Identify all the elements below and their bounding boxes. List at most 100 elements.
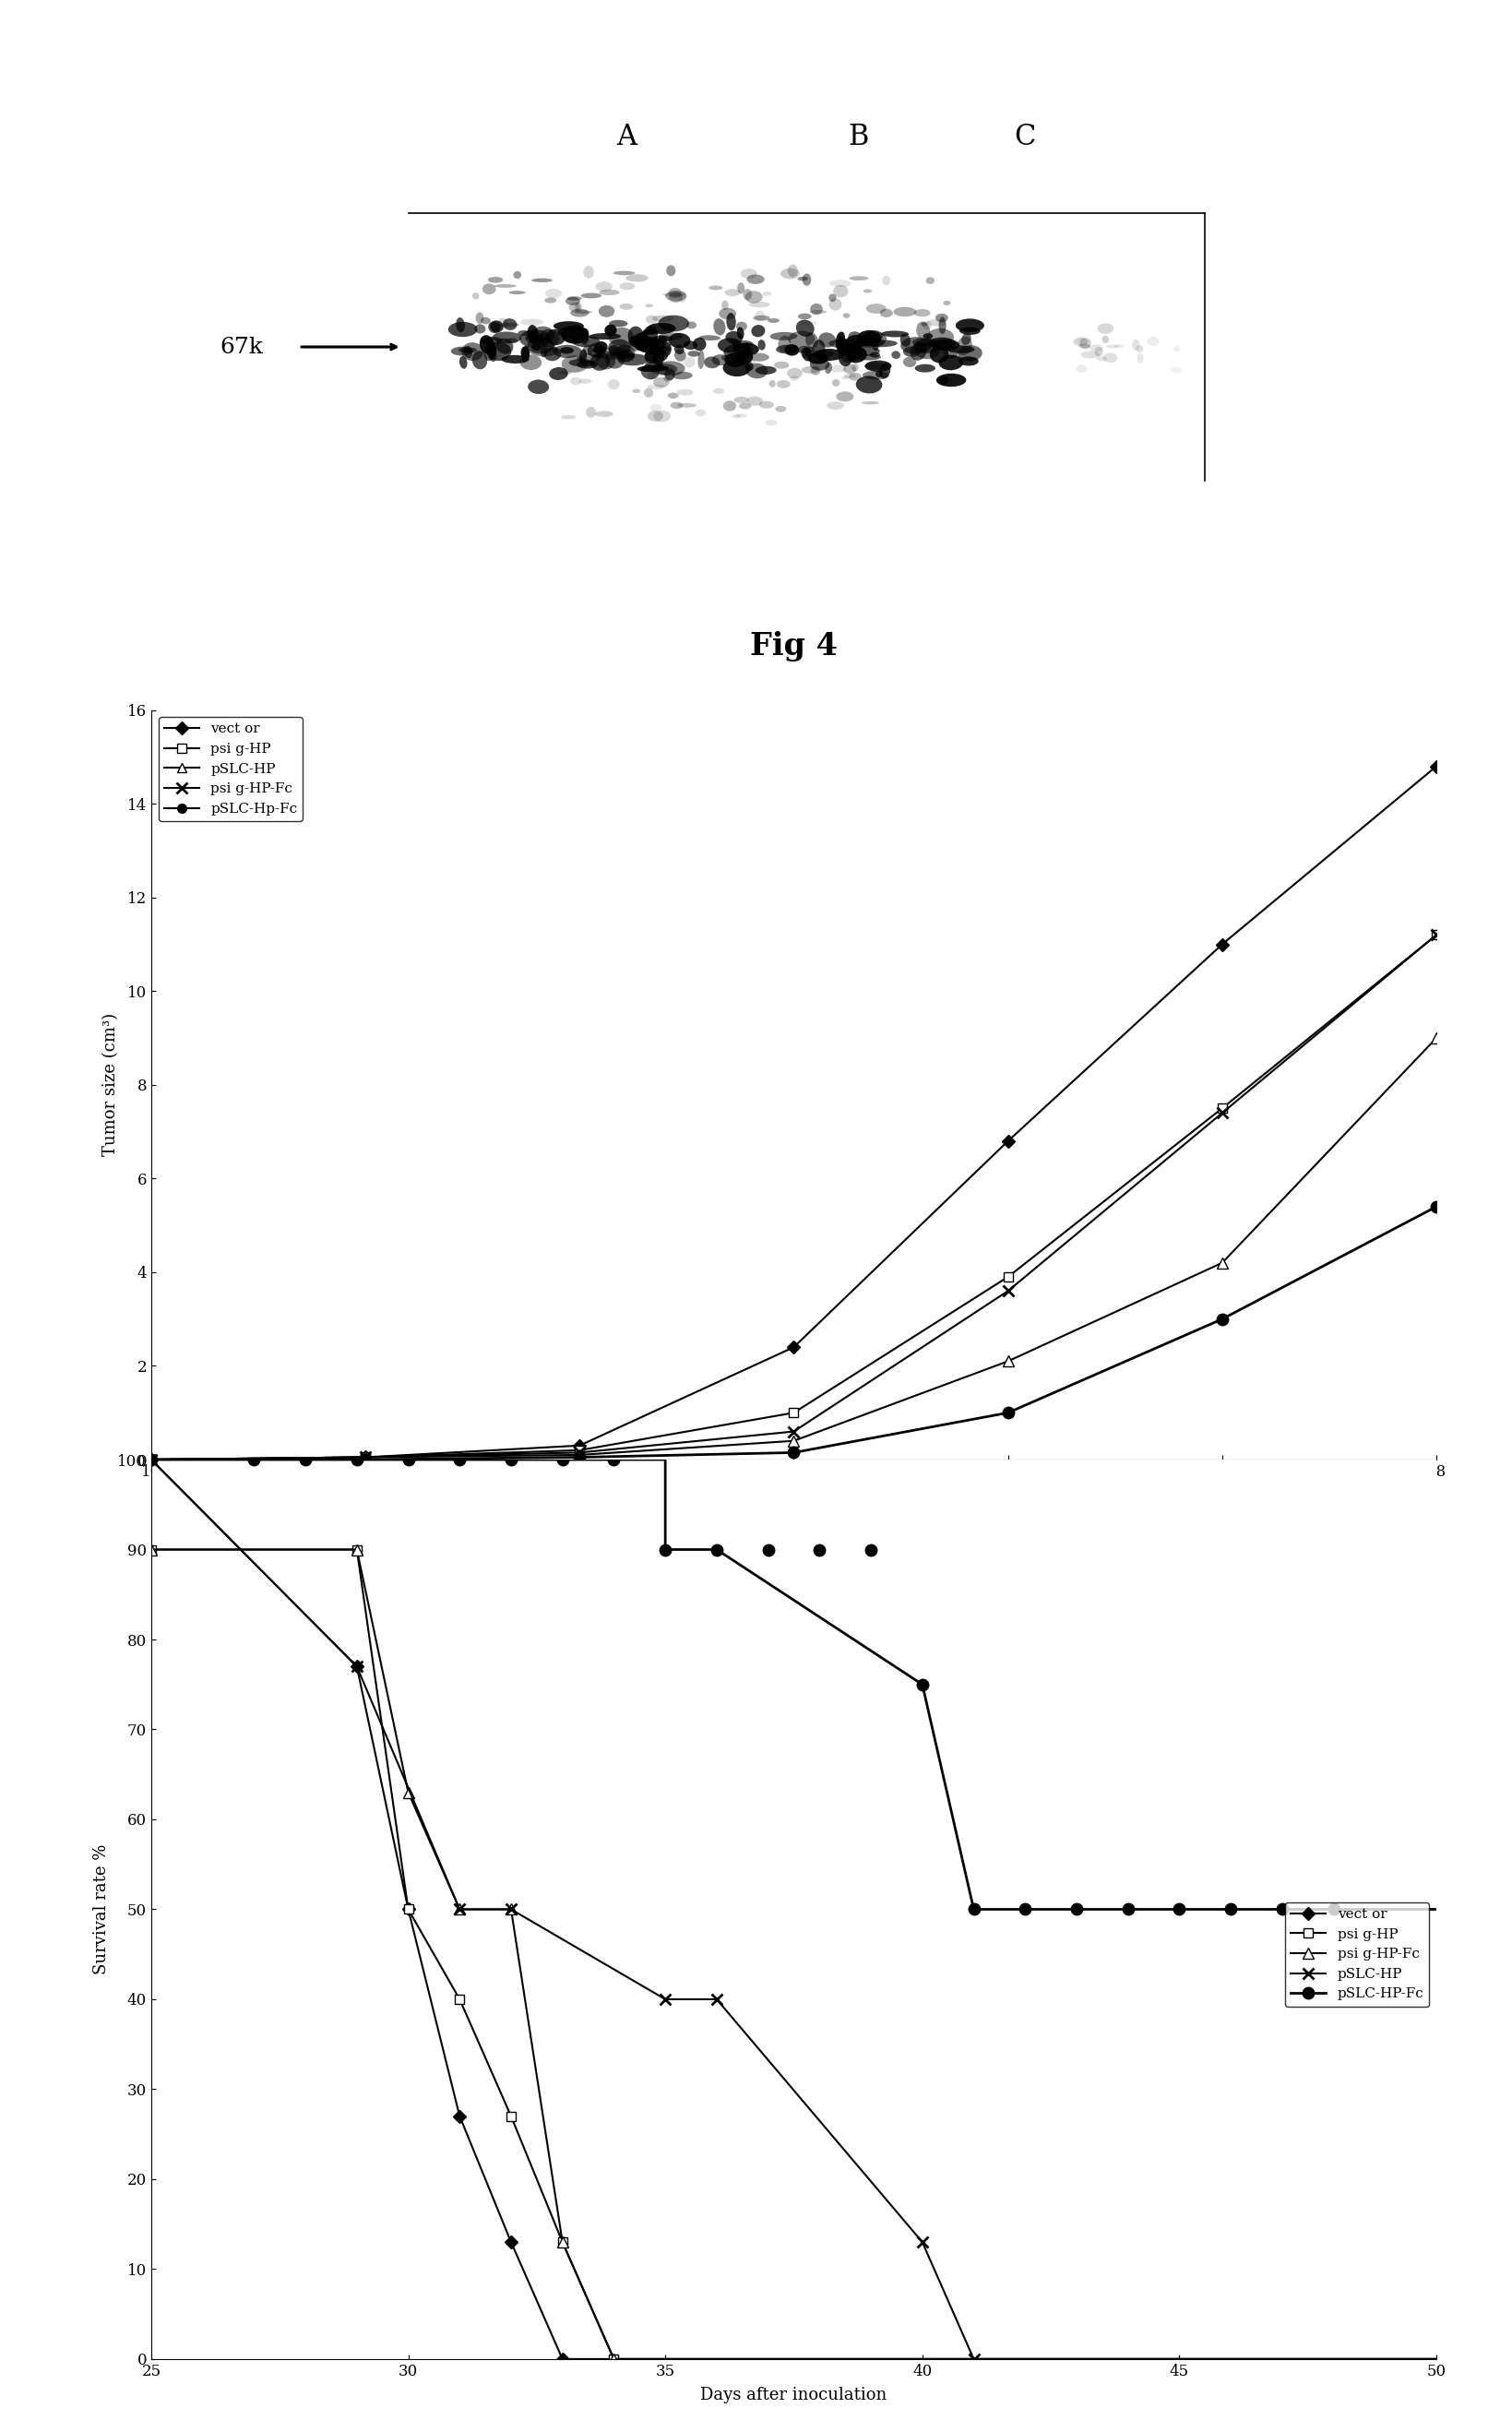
psi g-HP (357, 1442, 375, 1471)
Ellipse shape (733, 343, 759, 355)
Ellipse shape (758, 340, 765, 350)
vect or (142, 1445, 160, 1474)
Ellipse shape (735, 413, 747, 418)
Ellipse shape (544, 297, 556, 304)
Line: psi g-HP: psi g-HP (147, 931, 1441, 1464)
Ellipse shape (653, 411, 671, 421)
Ellipse shape (910, 343, 927, 360)
Ellipse shape (1098, 323, 1114, 333)
Ellipse shape (667, 265, 676, 277)
Ellipse shape (632, 389, 641, 394)
Ellipse shape (513, 270, 522, 280)
Ellipse shape (806, 333, 818, 348)
Ellipse shape (590, 333, 621, 340)
Ellipse shape (869, 353, 880, 358)
Ellipse shape (635, 338, 665, 353)
Ellipse shape (936, 314, 948, 321)
Ellipse shape (605, 350, 624, 370)
Ellipse shape (742, 289, 751, 299)
Ellipse shape (647, 384, 665, 389)
Ellipse shape (798, 277, 807, 282)
Ellipse shape (646, 316, 658, 323)
pSLC-HP (570, 1440, 588, 1469)
Ellipse shape (615, 345, 635, 360)
Ellipse shape (617, 345, 649, 350)
Ellipse shape (844, 314, 850, 319)
Ellipse shape (599, 289, 620, 294)
Ellipse shape (931, 338, 960, 350)
Ellipse shape (925, 277, 934, 285)
Ellipse shape (875, 370, 883, 377)
Ellipse shape (829, 338, 859, 348)
Text: A: A (617, 122, 637, 151)
Ellipse shape (1136, 345, 1143, 353)
Ellipse shape (484, 343, 497, 360)
Ellipse shape (569, 360, 596, 367)
Ellipse shape (797, 345, 813, 353)
psi g-HP-Fc (999, 1277, 1018, 1306)
Ellipse shape (457, 319, 464, 333)
Ellipse shape (546, 328, 565, 345)
Ellipse shape (1102, 353, 1117, 362)
Ellipse shape (916, 321, 930, 340)
Ellipse shape (658, 333, 683, 340)
Ellipse shape (751, 326, 765, 338)
Ellipse shape (851, 362, 859, 372)
Ellipse shape (609, 353, 635, 360)
Ellipse shape (634, 333, 649, 350)
Ellipse shape (865, 360, 892, 372)
Ellipse shape (503, 319, 517, 331)
Ellipse shape (670, 401, 683, 409)
Ellipse shape (718, 309, 736, 319)
Ellipse shape (674, 350, 686, 362)
Ellipse shape (705, 358, 720, 367)
Ellipse shape (844, 375, 856, 377)
Ellipse shape (915, 338, 940, 353)
Ellipse shape (845, 336, 869, 348)
Ellipse shape (863, 289, 872, 292)
Ellipse shape (451, 345, 473, 355)
Ellipse shape (709, 285, 723, 289)
Ellipse shape (912, 338, 936, 348)
Ellipse shape (892, 350, 901, 360)
Ellipse shape (788, 331, 815, 348)
Ellipse shape (957, 345, 983, 362)
Ellipse shape (745, 362, 768, 379)
Ellipse shape (753, 316, 770, 321)
Ellipse shape (862, 372, 889, 379)
Ellipse shape (847, 343, 862, 360)
Ellipse shape (529, 345, 558, 358)
Ellipse shape (903, 345, 921, 358)
Ellipse shape (531, 326, 555, 345)
Ellipse shape (865, 340, 898, 348)
pSLC-HP (1213, 1248, 1231, 1277)
Ellipse shape (739, 404, 751, 409)
Ellipse shape (481, 336, 502, 345)
Ellipse shape (827, 401, 844, 409)
Ellipse shape (788, 265, 798, 277)
Ellipse shape (774, 362, 789, 370)
Ellipse shape (915, 343, 939, 360)
Ellipse shape (652, 336, 673, 343)
Ellipse shape (531, 277, 552, 282)
Ellipse shape (643, 326, 658, 343)
Ellipse shape (541, 345, 547, 358)
Ellipse shape (745, 292, 762, 304)
Ellipse shape (538, 328, 559, 348)
Ellipse shape (959, 328, 980, 336)
Ellipse shape (565, 297, 581, 306)
Ellipse shape (497, 319, 508, 328)
Ellipse shape (461, 343, 484, 360)
Legend: vect or, psi g-HP, pSLC-HP, psi g-HP-Fc, pSLC-Hp-Fc: vect or, psi g-HP, pSLC-HP, psi g-HP-Fc,… (159, 717, 302, 822)
Ellipse shape (472, 292, 479, 299)
Ellipse shape (612, 270, 635, 275)
Ellipse shape (930, 345, 948, 362)
Ellipse shape (510, 292, 525, 294)
pSLC-HP (785, 1425, 803, 1454)
Ellipse shape (921, 321, 927, 326)
Ellipse shape (777, 379, 791, 389)
Ellipse shape (579, 379, 591, 384)
Ellipse shape (768, 319, 780, 323)
Ellipse shape (922, 321, 931, 331)
Ellipse shape (915, 365, 936, 372)
